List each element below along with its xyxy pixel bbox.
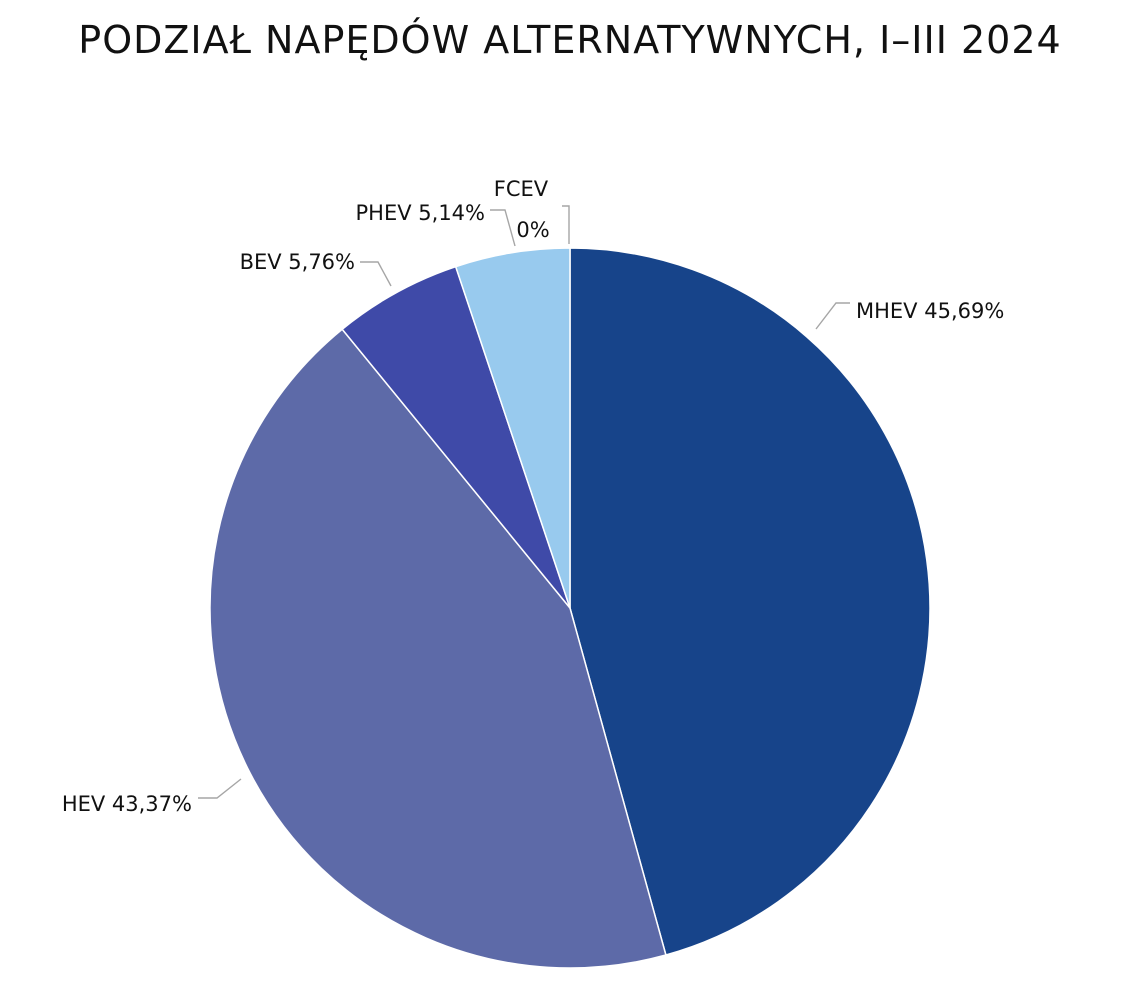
data-label-bev: BEV 5,76% [240,250,355,274]
leader-line-hev [198,778,242,799]
data-label-fcev-name: FCEV [494,177,549,201]
data-label-hev: HEV 43,37% [62,792,192,816]
data-label-phev: PHEV 5,14% [356,201,485,225]
data-labels: MHEV 45,69% HEV 43,37% BEV 5,76% PHEV 5,14%… [62,177,1004,816]
pie-slice-bev [341,265,571,609]
chart-title: PODZIAŁ NAPĘDÓW ALTERNATYWNYCH, I–III 20… [78,18,1062,62]
leader-line-fcev [562,205,570,244]
pie-slice-mhev [569,247,931,956]
leader-line-bev [360,261,392,287]
leader-line-phev [490,209,516,247]
data-label-fcev-value: 0% [516,218,549,242]
data-label-mhev: MHEV 45,69% [856,299,1004,323]
pie-slice-phev [454,247,571,609]
leader-line-mhev [815,302,850,330]
pie-slice-hev [209,328,667,969]
leader-lines [198,205,850,799]
pie-slices [209,247,931,969]
